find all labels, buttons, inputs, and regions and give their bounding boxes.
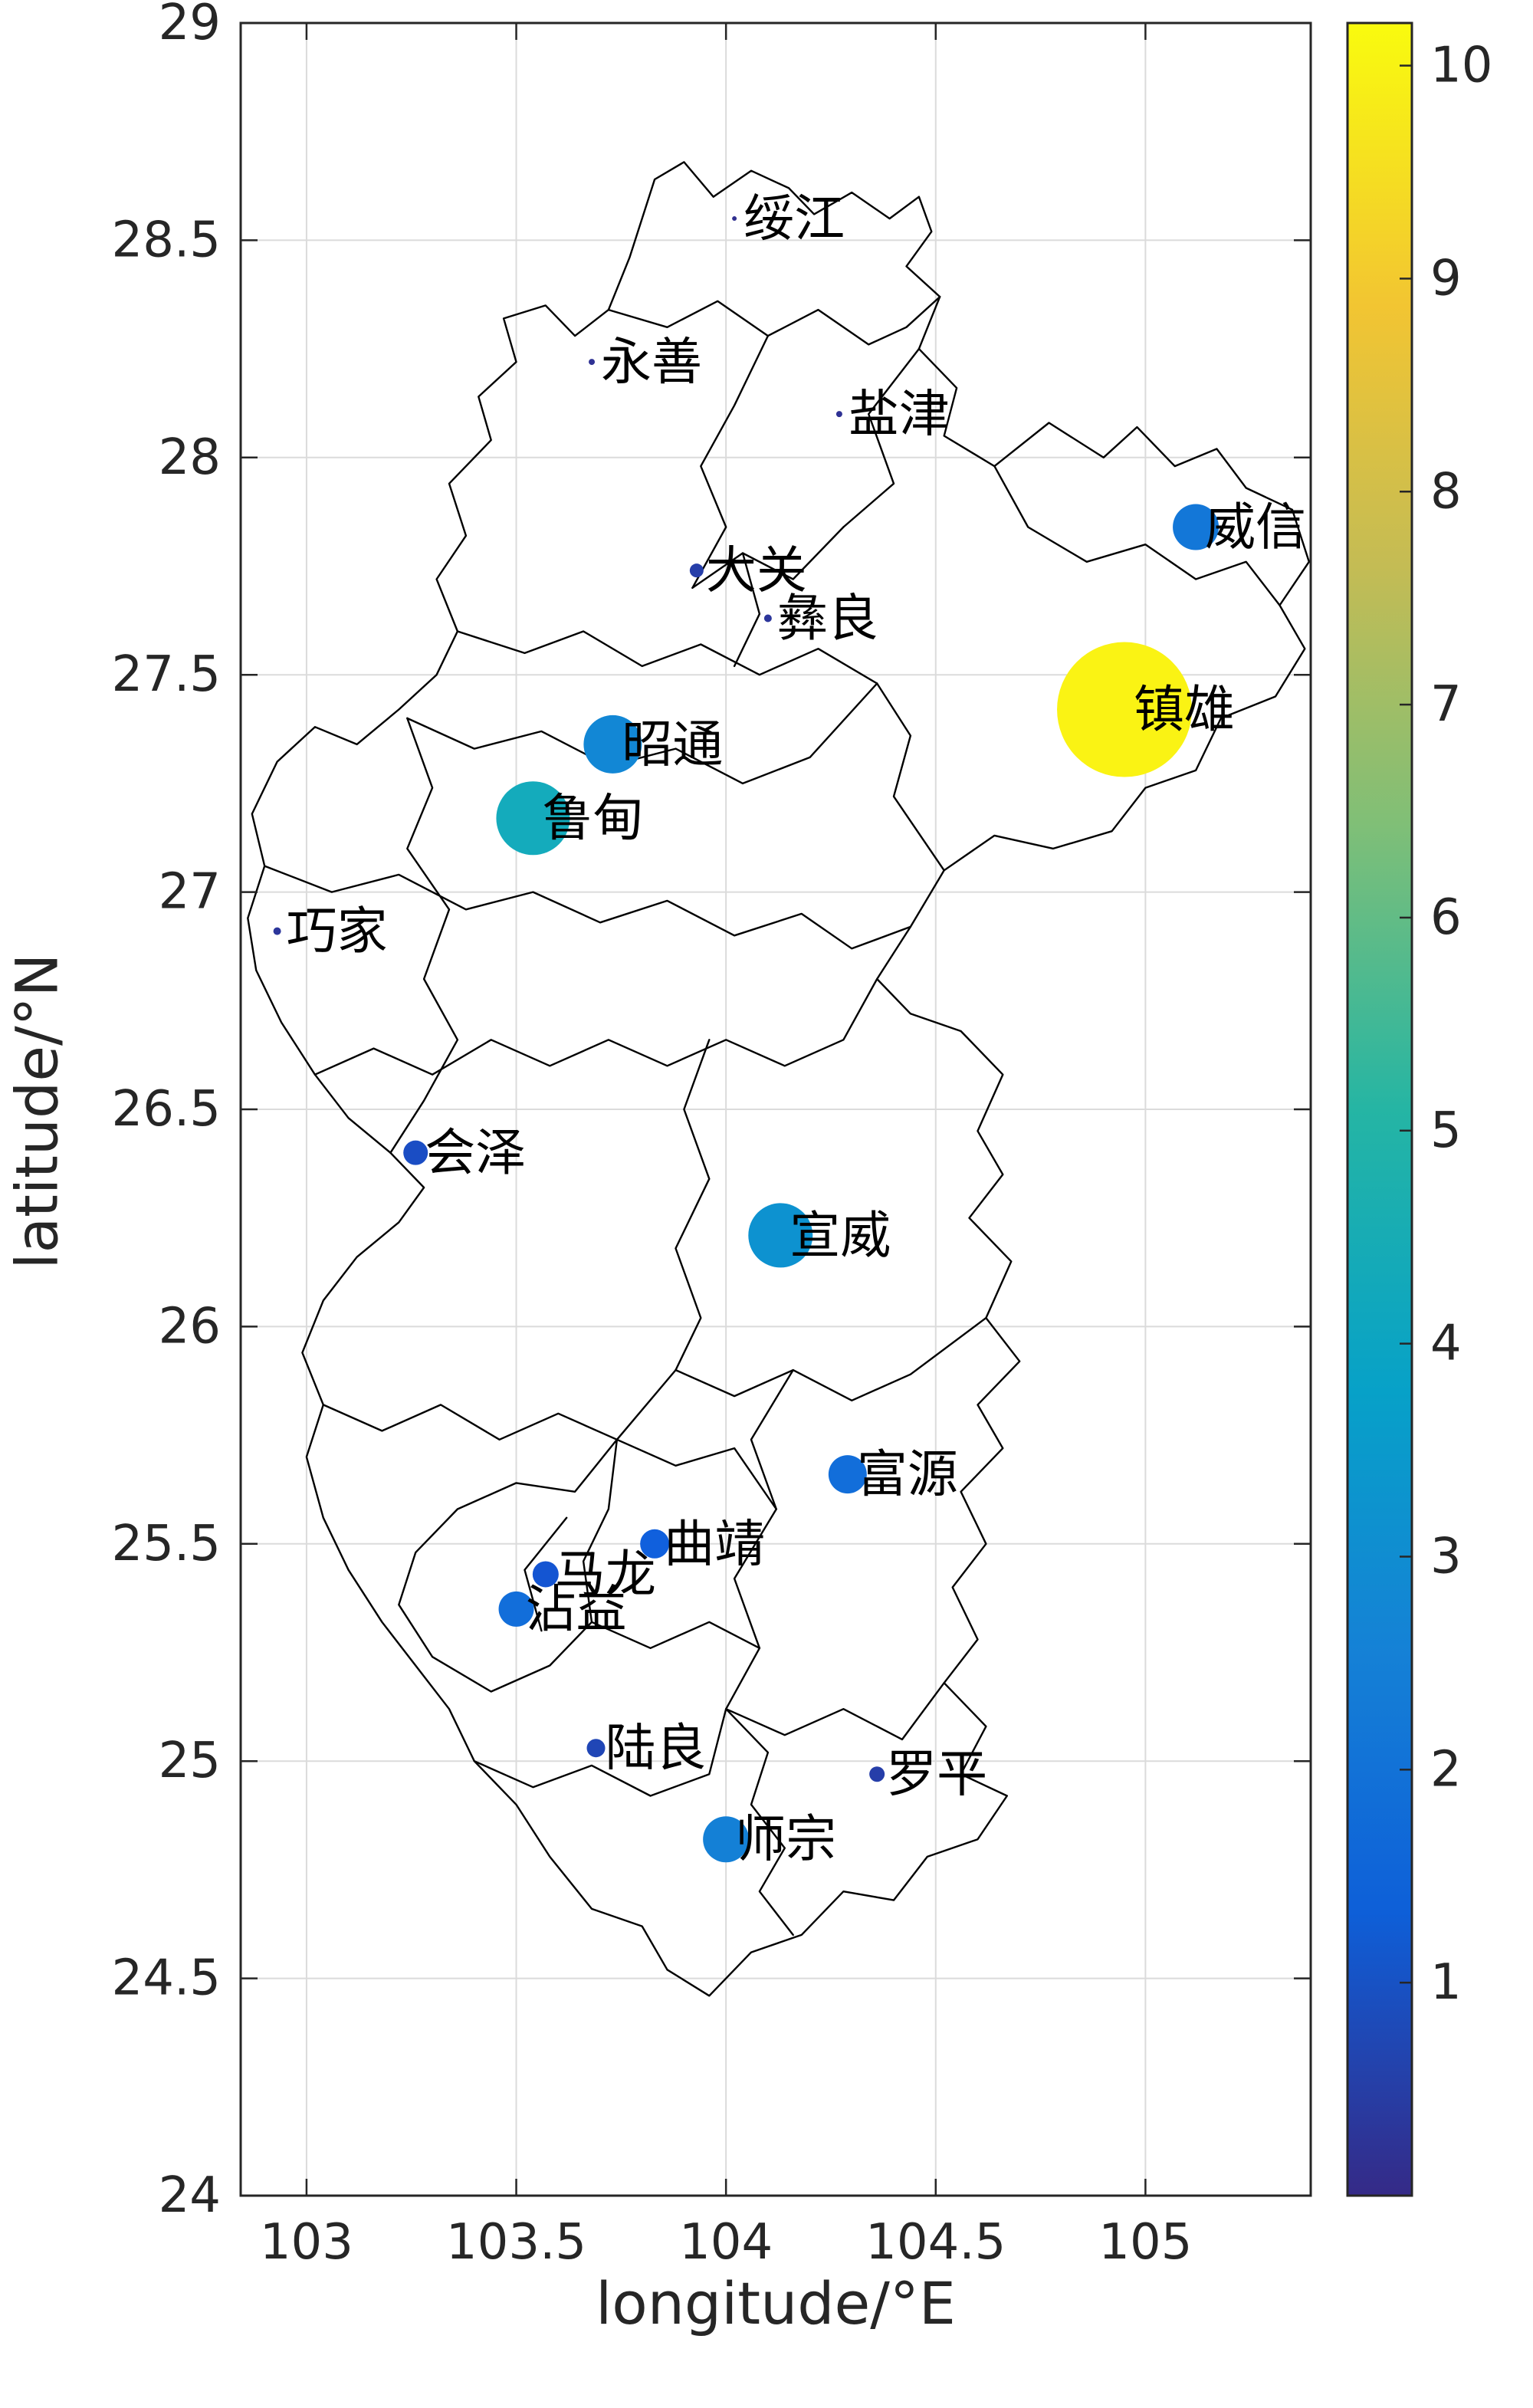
- y-tick-label: 26.5: [112, 1081, 222, 1138]
- y-tick-label: 24.5: [112, 1950, 222, 2007]
- county-label: 大关: [706, 541, 807, 600]
- county-marker: [763, 614, 772, 623]
- map-county-boundary: [993, 465, 1281, 606]
- county-marker: [273, 927, 281, 935]
- x-tick-label: 104: [679, 2214, 773, 2271]
- county-marker: [689, 563, 704, 578]
- map-county-boundary: [615, 1438, 777, 1510]
- county-label: 宣威: [789, 1206, 891, 1265]
- county-marker: [748, 1203, 813, 1268]
- county-marker: [583, 715, 642, 774]
- county-marker: [498, 1591, 534, 1627]
- map-outer-boundary: [247, 161, 1310, 1997]
- county-label: 盐津: [849, 385, 950, 444]
- map-county-boundary: [456, 630, 878, 685]
- map-county-boundary: [725, 1708, 794, 1937]
- map-county-boundary: [473, 1708, 727, 1797]
- x-tick-label: 104.5: [865, 2214, 1006, 2271]
- county-label: 会泽: [425, 1123, 526, 1182]
- map-county-boundary: [322, 1368, 677, 1441]
- county-label: 鲁甸: [542, 789, 643, 848]
- y-axis-label: latitude/°N: [2, 953, 71, 1270]
- map-county-boundary: [389, 717, 459, 1154]
- map-county-boundary: [876, 682, 945, 872]
- colorbar: [1348, 23, 1412, 2196]
- colorbar-tick-label: 5: [1430, 1102, 1462, 1159]
- map-county-boundary: [313, 977, 878, 1076]
- map-county-boundary: [524, 1516, 568, 1632]
- county-label: 富源: [857, 1445, 958, 1504]
- county-label: 师宗: [735, 1810, 836, 1869]
- colorbar-tick-label: 6: [1430, 889, 1462, 946]
- x-axis-label: longitude/°E: [596, 2269, 956, 2337]
- y-tick-label: 27.5: [112, 646, 222, 703]
- county-label: 马龙: [555, 1545, 656, 1604]
- county-label: 曲靖: [664, 1514, 765, 1573]
- map-county-boundary: [406, 682, 878, 785]
- county-label: 沾益: [526, 1579, 627, 1638]
- map-county-boundary: [691, 526, 845, 589]
- y-tick-label: 28.5: [112, 212, 222, 268]
- map-county-boundary: [675, 1039, 711, 1372]
- county-label: 镇雄: [1134, 680, 1235, 739]
- y-tick-label: 25.5: [112, 1516, 222, 1572]
- map-county-boundary: [398, 1438, 619, 1693]
- map-county-boundary: [675, 1316, 987, 1401]
- map-county-boundary: [733, 552, 761, 668]
- map-county-boundary: [725, 1368, 794, 1710]
- map-county-boundary: [607, 295, 941, 346]
- county-label: 彝良: [777, 589, 878, 648]
- y-tick-label: 29: [159, 0, 221, 51]
- county-marker: [532, 1561, 559, 1588]
- map-county-boundary: [691, 334, 770, 589]
- county-marker: [828, 1455, 867, 1494]
- county-marker: [1057, 642, 1193, 777]
- map-county-boundary: [842, 347, 921, 528]
- county-label: 绥江: [744, 189, 845, 248]
- county-marker: [496, 781, 570, 856]
- county-label: 陆良: [606, 1719, 707, 1778]
- county-label: 巧家: [287, 902, 388, 961]
- x-tick-label: 103: [260, 2214, 353, 2271]
- y-tick-label: 26: [159, 1298, 221, 1355]
- county-marker: [732, 216, 737, 222]
- county-label: 威信: [1205, 498, 1306, 557]
- colorbar-tick-label: 8: [1430, 463, 1462, 520]
- county-marker: [586, 1739, 606, 1758]
- county-marker: [403, 1140, 428, 1165]
- county-label: 罗平: [886, 1745, 987, 1804]
- county-marker: [703, 1816, 750, 1863]
- colorbar-tick-label: 7: [1430, 676, 1462, 733]
- county-marker: [589, 359, 596, 366]
- y-tick-label: 24: [159, 2167, 221, 2224]
- y-tick-label: 28: [159, 429, 221, 486]
- county-label: 永善: [601, 333, 702, 392]
- x-tick-label: 103.5: [446, 2214, 586, 2271]
- county-marker: [835, 411, 842, 418]
- colorbar-tick-label: 4: [1430, 1316, 1462, 1372]
- county-label: 昭通: [622, 715, 723, 774]
- colorbar-tick-label: 9: [1430, 250, 1462, 307]
- colorbar-tick-label: 2: [1430, 1741, 1462, 1798]
- map-county-boundary: [590, 1621, 761, 1649]
- county-marker: [869, 1766, 885, 1782]
- y-tick-label: 27: [159, 864, 221, 921]
- colorbar-tick-label: 1: [1430, 1954, 1462, 2011]
- y-tick-label: 25: [159, 1733, 221, 1789]
- colorbar-frame: [1346, 21, 1413, 2197]
- map-county-boundary: [725, 1682, 945, 1741]
- county-marker: [640, 1529, 670, 1559]
- colorbar-tick-label: 10: [1430, 38, 1492, 94]
- county-marker: [1173, 504, 1220, 550]
- x-tick-label: 105: [1098, 2214, 1192, 2271]
- map-county-boundary: [264, 865, 912, 950]
- colorbar-tick-label: 3: [1430, 1528, 1462, 1585]
